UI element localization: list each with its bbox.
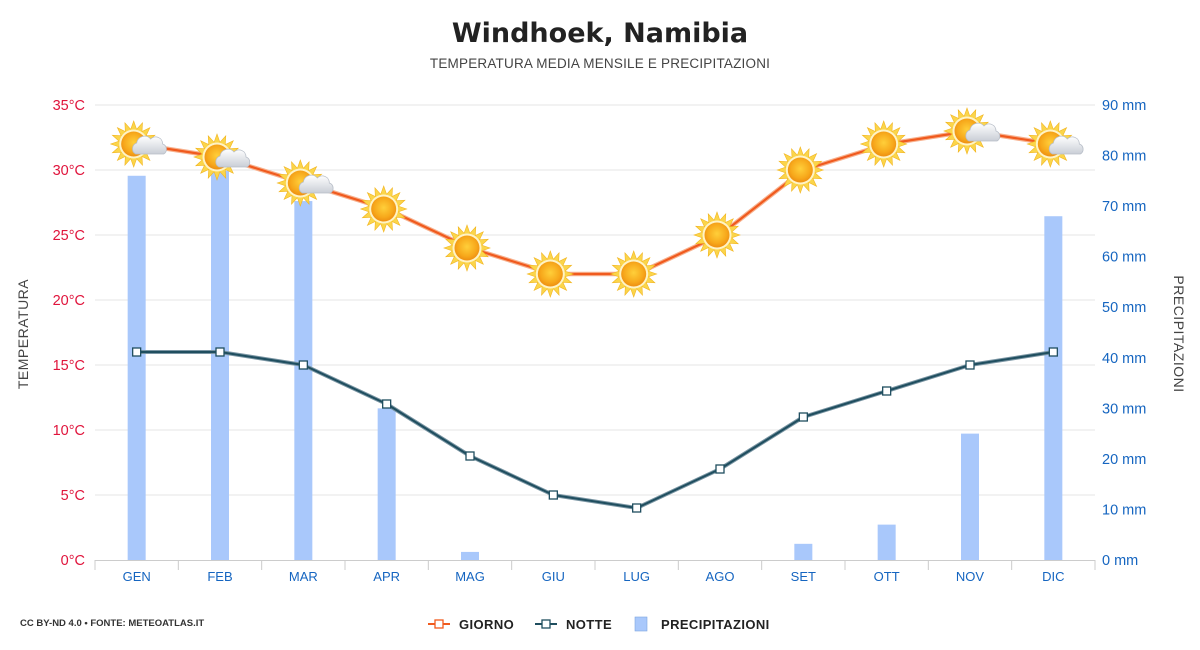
y-right-tick-label: 30 mm (1102, 401, 1146, 417)
day-point-sun-icon-giu (526, 250, 575, 298)
night-series (132, 347, 1058, 513)
night-point-gen (132, 347, 142, 357)
night-point-set (798, 412, 808, 422)
day-point-sun-icon-mag (443, 224, 491, 272)
day-line (136, 129, 1054, 276)
precip-bar-set (794, 543, 813, 560)
precip-bar-apr (377, 408, 396, 560)
precip-bar-ott (877, 524, 896, 560)
y-axis-right-title: PRECIPITAZIONI (1171, 275, 1187, 392)
legend: GIORNO NOTTE PRECIPITAZIONI (428, 616, 770, 632)
x-tick-label-nov: NOV (956, 569, 985, 584)
night-point-lug (632, 503, 642, 513)
y-axis-right: 0 mm 10 mm 20 mm 30 mm 40 mm 50 mm 60 mm 70 mm 8… (1102, 98, 1146, 569)
y-right-tick-label: 90 mm (1102, 98, 1146, 114)
cloud-icon (1048, 135, 1084, 155)
y-right-tick-label: 60 mm (1102, 250, 1146, 266)
x-tick-label-mar: MAR (289, 569, 318, 584)
day-point-sun-icon-apr (359, 185, 408, 233)
y-left-tick-label: 0°C (61, 553, 85, 569)
y-right-tick-label: 10 mm (1102, 502, 1146, 518)
chart-subtitle: TEMPERATURA MEDIA MENSILE E PRECIPITAZIO… (430, 56, 770, 71)
legend-item-precipitazioni: PRECIPITAZIONI (634, 616, 770, 632)
precip-bar-nov (961, 433, 979, 560)
y-axis-left: 0°C 5°C 10°C 15°C 20°C 25°C 30°C 35°C (53, 98, 85, 569)
y-right-tick-label: 70 mm (1102, 199, 1146, 215)
night-point-mag (465, 451, 475, 461)
x-tick-label-giu: GIU (542, 569, 565, 584)
y-right-tick-label: 50 mm (1102, 300, 1146, 316)
precip-bar-mar (294, 201, 313, 561)
source-credit: CC BY-ND 4.0 • FONTE: METEOATLAS.IT (20, 618, 204, 629)
night-line (136, 351, 1054, 509)
precip-bar-feb (211, 170, 229, 560)
x-tick-label-ott: OTT (874, 569, 900, 584)
x-tick-label-gen: GEN (123, 569, 151, 584)
legend-item-giorno: GIORNO (428, 617, 514, 632)
night-point-nov (965, 360, 975, 370)
legend-bar-swatch (634, 616, 648, 632)
cloud-icon (215, 148, 251, 168)
night-point-ago (715, 464, 725, 474)
day-line-shadow (136, 128, 1054, 277)
precipitation-bars (127, 170, 1063, 561)
x-axis: GEN FEB MAR APR MAG GIU LUG AGO SET OTT NOV DIC (94, 560, 1096, 584)
cloud-icon (298, 174, 334, 194)
x-tick-label-set: SET (791, 569, 816, 584)
night-point-dic (1048, 347, 1058, 357)
chart-title: Windhoek, Namibia (452, 18, 748, 49)
day-series (109, 107, 1084, 298)
precip-bar-mag (461, 551, 479, 560)
legend-marker (541, 619, 551, 629)
legend-item-notte: NOTTE (535, 617, 612, 632)
y-right-tick-label: 80 mm (1102, 149, 1146, 165)
night-point-feb (215, 347, 225, 357)
legend-label: GIORNO (459, 617, 514, 632)
x-tick-label-lug: LUG (623, 569, 650, 584)
y-left-tick-label: 5°C (61, 488, 85, 504)
precip-bar-gen (127, 175, 146, 560)
night-point-mar (298, 360, 308, 370)
cloud-icon (132, 135, 167, 155)
precip-bar-dic (1044, 216, 1063, 560)
night-point-giu (548, 490, 558, 500)
day-point-sun-icon-ott (859, 120, 908, 168)
legend-marker (434, 619, 444, 629)
y-right-tick-label: 0 mm (1102, 553, 1138, 569)
day-point-sun-icon-lug (609, 250, 658, 298)
y-axis-left-title: TEMPERATURA (15, 279, 31, 389)
y-right-tick-label: 40 mm (1102, 351, 1146, 367)
y-right-tick-label: 20 mm (1102, 452, 1146, 468)
y-left-tick-label: 30°C (53, 163, 85, 179)
x-tick-label-feb: FEB (207, 569, 232, 584)
day-point-sun-icon-ago (693, 211, 741, 259)
legend-label: PRECIPITAZIONI (661, 617, 770, 632)
night-point-ott (882, 386, 892, 396)
legend-label: NOTTE (566, 617, 612, 632)
x-tick-label-mag: MAG (455, 569, 485, 584)
cloud-icon (965, 122, 1001, 142)
y-left-tick-label: 25°C (53, 228, 85, 244)
y-left-tick-label: 15°C (53, 358, 85, 374)
y-left-tick-label: 35°C (53, 98, 85, 114)
x-tick-label-ago: AGO (706, 569, 735, 584)
x-tick-label-apr: APR (373, 569, 400, 584)
y-left-tick-label: 10°C (53, 423, 85, 439)
y-left-tick-label: 20°C (53, 293, 85, 309)
x-tick-label-dic: DIC (1042, 569, 1064, 584)
night-point-apr (382, 399, 392, 409)
day-point-sun-icon-set (776, 146, 825, 194)
